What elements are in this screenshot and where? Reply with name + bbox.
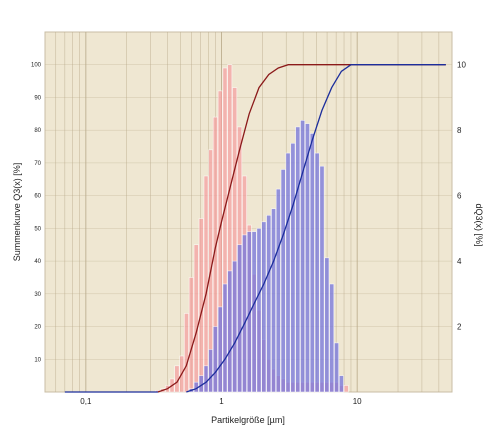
blue-histogram-bar xyxy=(266,214,272,393)
blue-histogram-bar xyxy=(295,126,301,393)
blue-cumulative-line xyxy=(186,64,446,393)
y-tick-label-right: 2 xyxy=(457,323,462,332)
y-tick-label-right: 6 xyxy=(457,192,462,201)
y-tick-label-left: 100 xyxy=(31,63,42,69)
y-tick-label-left: 60 xyxy=(34,194,41,200)
blue-histogram-bar xyxy=(203,365,209,393)
blue-histogram-bar xyxy=(334,342,339,393)
blue-histogram-bar xyxy=(222,283,228,393)
blue-histogram-bar xyxy=(237,244,243,393)
cumulative-curves xyxy=(64,64,446,393)
y-tick-label-left: 90 xyxy=(34,95,41,101)
blue-histogram-bar xyxy=(232,260,238,393)
blue-histogram-bar xyxy=(309,133,315,393)
red-histogram-bar xyxy=(193,244,199,393)
y-tick-label-right: 4 xyxy=(457,257,462,266)
blue-histogram-bar xyxy=(314,152,320,393)
blue-histogram-bar xyxy=(271,208,276,393)
blue-histogram-bar xyxy=(256,228,262,393)
blue-histogram-bar xyxy=(251,231,257,393)
x-tick-label: 10 xyxy=(353,397,362,406)
y-tick-label-left: 70 xyxy=(34,161,41,167)
y-tick-label-left: 50 xyxy=(34,226,41,232)
blue-histogram-bar xyxy=(290,142,296,393)
blue-histogram-bar xyxy=(261,221,267,393)
red-cumulative-line xyxy=(157,64,446,393)
blue-histogram-bar xyxy=(227,270,233,393)
y-axis-title-left: Summenkurve Q3(x) [%] xyxy=(12,163,22,262)
blue-histogram-bar xyxy=(329,283,335,393)
blue-histogram-bar xyxy=(242,234,247,393)
blue-histogram xyxy=(189,120,344,393)
y-tick-label-left: 20 xyxy=(34,325,41,331)
red-histogram-bar xyxy=(184,313,189,393)
blue-histogram-bar xyxy=(208,349,213,393)
y-tick-label-right: 8 xyxy=(457,126,462,135)
red-histogram-bar xyxy=(188,277,194,393)
blue-histogram-bar xyxy=(300,120,306,393)
blue-histogram-bar xyxy=(305,123,310,393)
blue-histogram-bar xyxy=(319,165,325,393)
y-tick-label-left: 10 xyxy=(34,357,41,363)
blue-histogram-bar xyxy=(212,326,218,393)
y-axis-title-right: dQ3(x) [%] xyxy=(474,203,484,246)
blue-histogram-bar xyxy=(246,231,252,393)
blue-histogram-bar xyxy=(217,306,223,393)
blue-histogram-bar xyxy=(275,188,281,393)
blue-histogram-bar xyxy=(324,257,330,393)
blue-histogram-bar xyxy=(285,152,291,393)
x-tick-label: 0,1 xyxy=(80,397,92,406)
blue-histogram-bar xyxy=(280,169,286,393)
blue-histogram-bar xyxy=(338,375,344,393)
red-histogram-bar xyxy=(343,385,349,393)
y-tick-label-left: 80 xyxy=(34,128,41,134)
tick-labels: 10 20 30 40 50 60 70 80 90 100 2 4 6 8 10 0,1 1 10 xyxy=(31,61,466,406)
x-tick-label: 1 xyxy=(219,397,224,406)
y-tick-label-left: 40 xyxy=(34,259,41,265)
y-tick-label-right: 10 xyxy=(457,61,466,70)
y-tick-label-left: 30 xyxy=(34,292,41,298)
x-axis-title: Partikelgröße [µm] xyxy=(211,415,285,425)
